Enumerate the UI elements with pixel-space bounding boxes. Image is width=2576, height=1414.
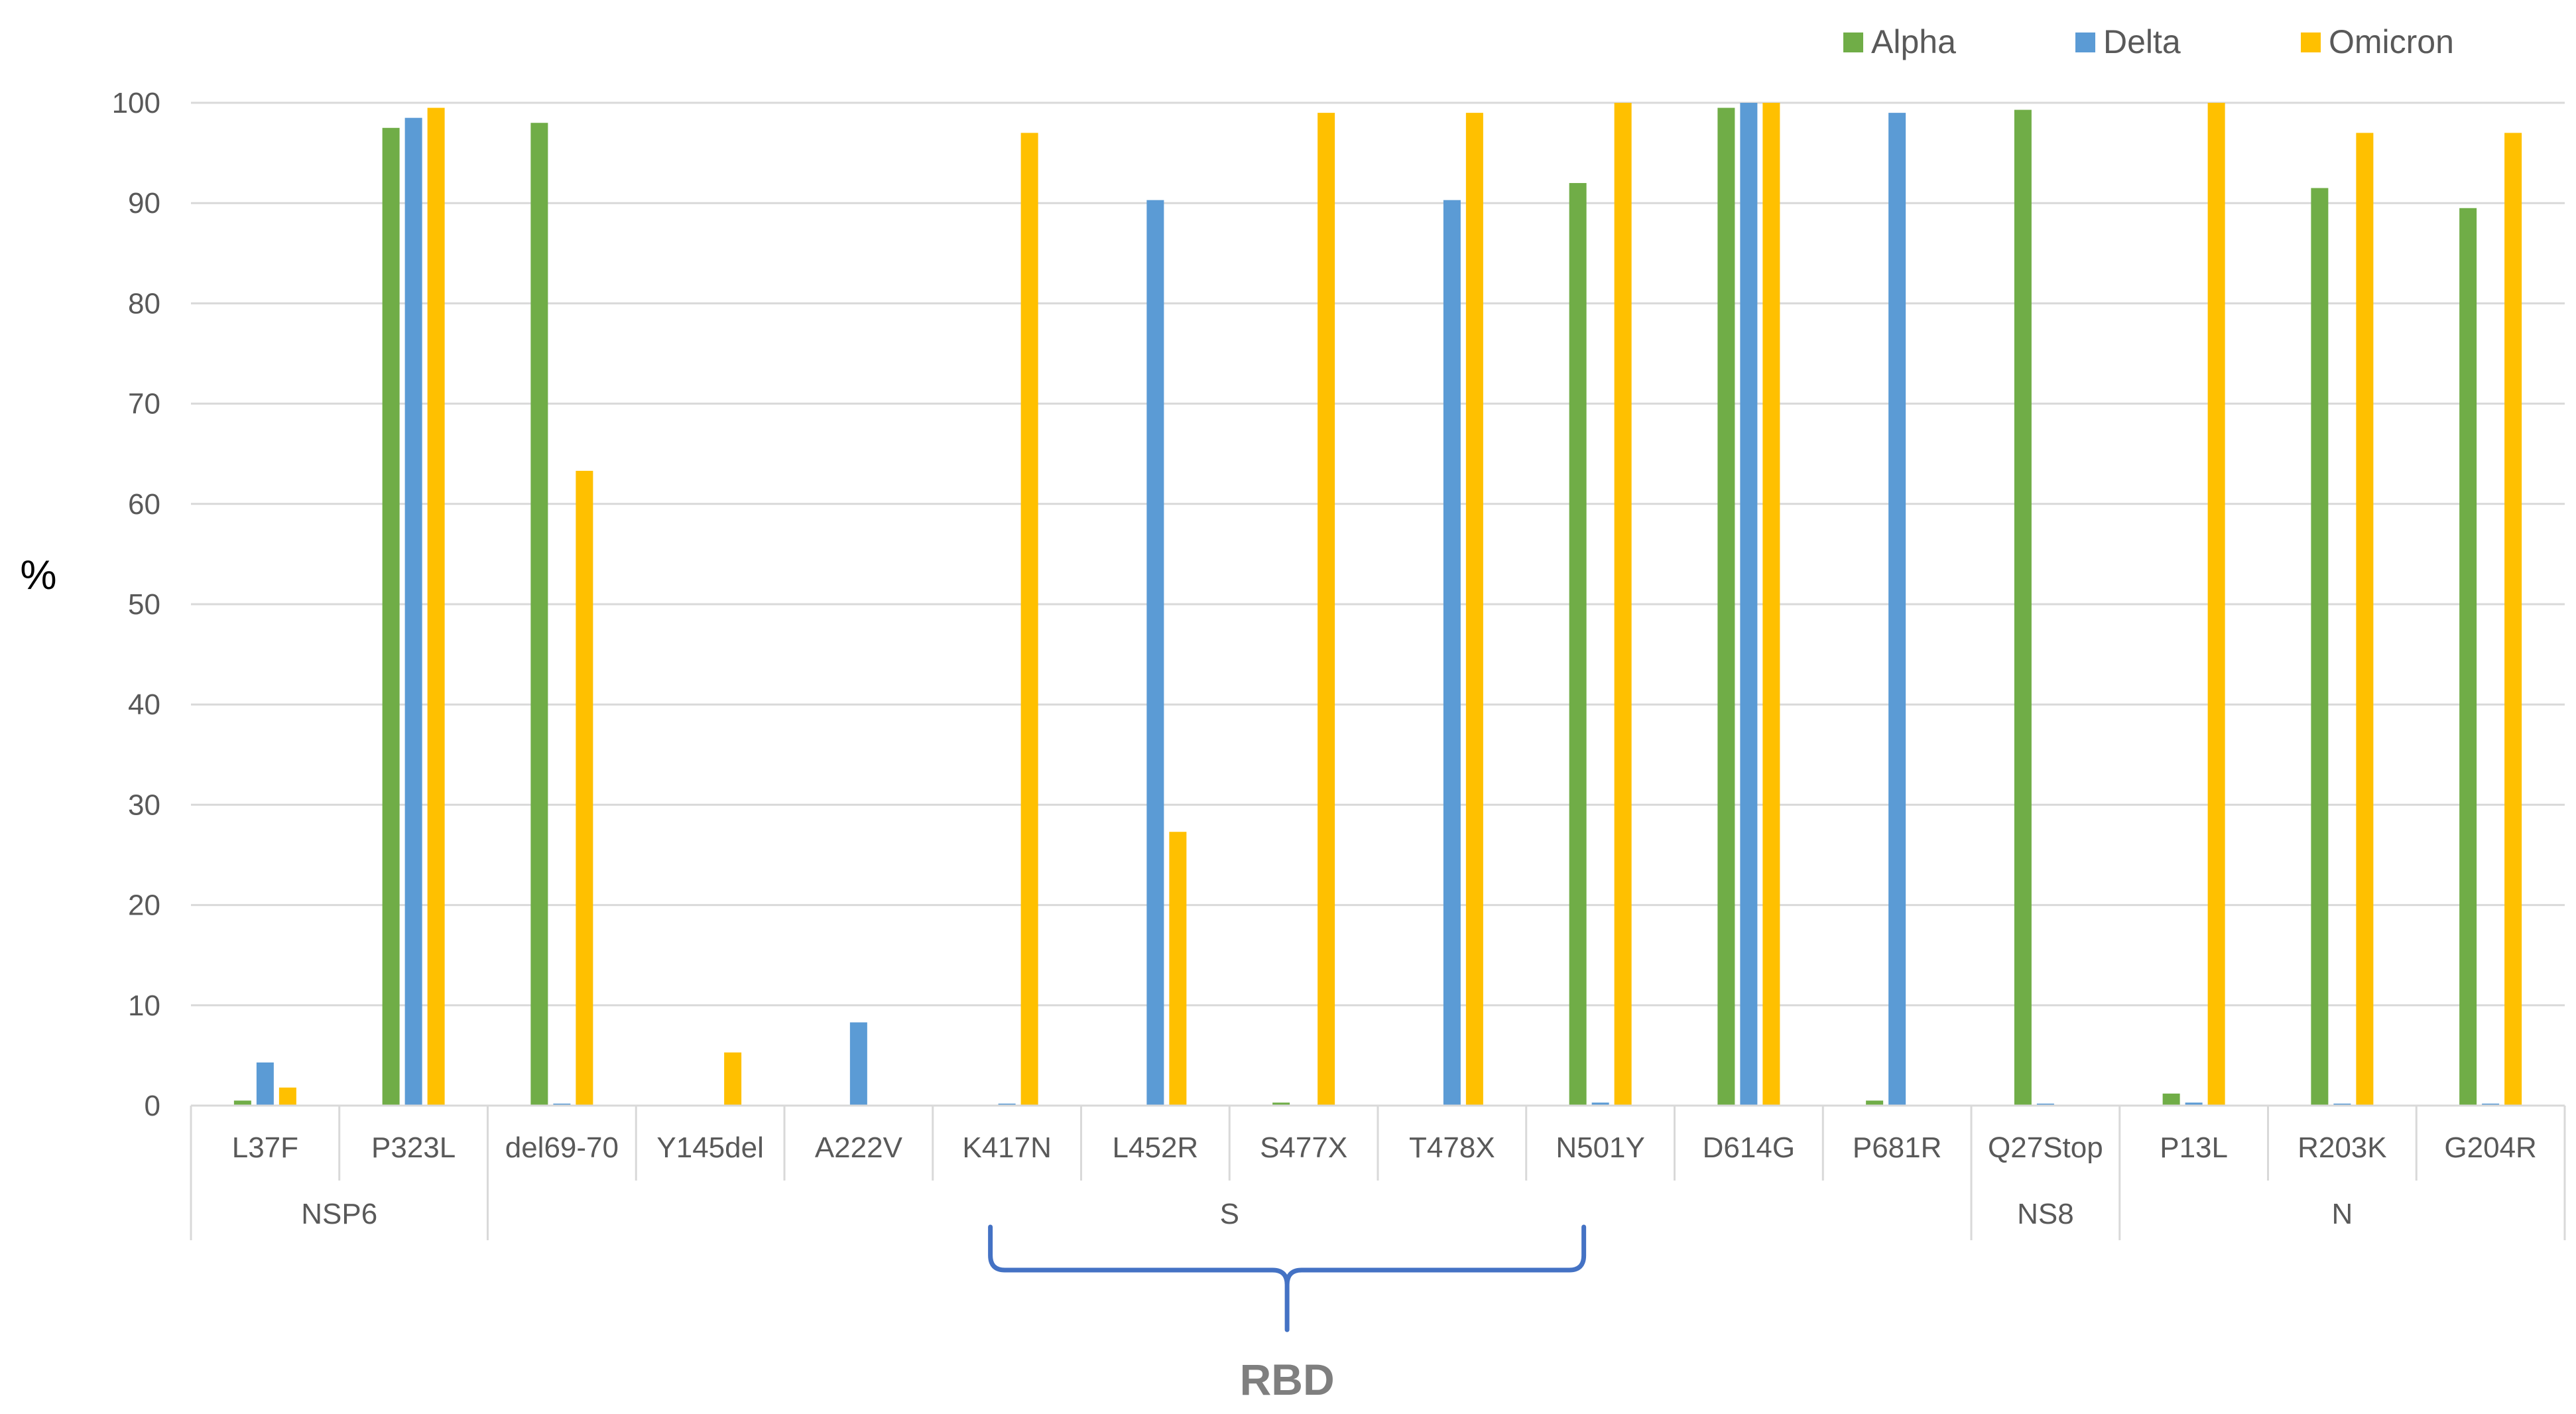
- group-label: S: [1220, 1198, 1239, 1230]
- bar-omicron-p323l: [427, 107, 445, 1106]
- bar-omicron-k417n: [1020, 133, 1038, 1106]
- group-label: NS8: [2017, 1198, 2074, 1230]
- y-axis-ticks: 0 10 20 30 40 50 60 70 80 90 100: [112, 87, 160, 1122]
- bar-delta-n501y: [1591, 1102, 1609, 1106]
- bar-alpha-g204r: [2459, 208, 2477, 1106]
- category-label: L452R: [1113, 1131, 1199, 1164]
- annotations: RBD: [988, 1224, 1587, 1404]
- category-label: A222V: [815, 1131, 903, 1164]
- rbd-bracket: [988, 1224, 1587, 1332]
- bar-delta-g204r: [2482, 1103, 2500, 1106]
- y-tick-label: 80: [128, 287, 160, 320]
- bar-omicron-g204r: [2504, 133, 2522, 1106]
- bar-delta-p13l: [2185, 1102, 2203, 1106]
- bar-omicron-n501y: [1614, 103, 1632, 1106]
- y-axis-label: %: [20, 552, 56, 598]
- bar-alpha-r203k: [2311, 188, 2329, 1106]
- bar-omicron-l452r: [1169, 832, 1187, 1106]
- category-label: K417N: [962, 1131, 1052, 1164]
- bar-alpha-p323l: [382, 127, 400, 1106]
- bar-alpha-s477x: [1272, 1102, 1290, 1106]
- category-label: Y145del: [656, 1131, 763, 1164]
- category-label: del69-70: [505, 1131, 619, 1164]
- y-tick-label: 60: [128, 488, 160, 521]
- y-tick-label: 50: [128, 588, 160, 621]
- bar-alpha-l37f: [233, 1100, 251, 1106]
- bar-omicron-del69-70: [576, 470, 593, 1106]
- bar-omicron-d614g: [1762, 103, 1780, 1106]
- bar-alpha-q27stop: [2014, 109, 2032, 1106]
- bar-delta-k417n: [998, 1103, 1016, 1106]
- bar-delta-q27stop: [2036, 1103, 2054, 1106]
- legend-swatch-delta: [2075, 32, 2095, 52]
- y-tick-label: 40: [128, 688, 160, 721]
- y-tick-label: 30: [128, 789, 160, 821]
- rbd-label: RBD: [1240, 1355, 1335, 1404]
- bar-delta-p323l: [404, 117, 422, 1106]
- bar-delta-l37f: [256, 1062, 274, 1106]
- bar-delta-r203k: [2333, 1103, 2351, 1106]
- legend: Alpha Delta Omicron: [1843, 23, 2454, 60]
- bar-alpha-p13l: [2162, 1093, 2180, 1106]
- category-axis: L37F P323L del69-70 Y145del A222V K417N L452R S…: [190, 1104, 2566, 1240]
- bar-delta-a222v: [849, 1022, 867, 1106]
- bar-alpha-d614g: [1717, 107, 1735, 1106]
- y-tick-label: 90: [128, 187, 160, 220]
- bar-delta-l452r: [1146, 200, 1164, 1106]
- legend-label-omicron: Omicron: [2329, 23, 2454, 60]
- legend-swatch-omicron: [2301, 32, 2321, 52]
- bar-omicron-t478x: [1465, 113, 1483, 1106]
- category-label: Q27Stop: [1988, 1131, 2103, 1164]
- category-label: G204R: [2444, 1131, 2536, 1164]
- category-label: D614G: [1703, 1131, 1795, 1164]
- category-label: P13L: [2160, 1131, 2228, 1164]
- bar-delta-p681r: [1888, 113, 1906, 1106]
- y-tick-label: 0: [145, 1090, 160, 1122]
- bar-omicron-r203k: [2356, 133, 2374, 1106]
- y-tick-label: 20: [128, 889, 160, 922]
- bar-alpha-p681r: [1866, 1100, 1884, 1106]
- category-label: T478X: [1409, 1131, 1495, 1164]
- category-label: N501Y: [1556, 1131, 1645, 1164]
- category-label: R203K: [2298, 1131, 2387, 1164]
- y-tick-label: 100: [112, 87, 160, 119]
- bar-omicron-p13l: [2207, 103, 2225, 1106]
- legend-label-alpha: Alpha: [1871, 23, 1956, 60]
- category-label: P323L: [371, 1131, 456, 1164]
- bar-omicron-s477x: [1318, 113, 1335, 1106]
- bar-omicron-l37f: [278, 1087, 296, 1106]
- bar-delta-t478x: [1443, 200, 1461, 1106]
- legend-label-delta: Delta: [2103, 23, 2181, 60]
- category-label: S477X: [1260, 1131, 1347, 1164]
- bar-delta-del69-70: [553, 1103, 571, 1106]
- legend-swatch-alpha: [1843, 32, 1863, 52]
- category-label: P681R: [1853, 1131, 1942, 1164]
- y-tick-label: 70: [128, 388, 160, 420]
- bar-omicron-y145del: [724, 1052, 742, 1106]
- bar-alpha-del69-70: [530, 123, 548, 1106]
- group-label: N: [2331, 1198, 2353, 1230]
- category-label: L37F: [232, 1131, 298, 1164]
- bar-alpha-n501y: [1569, 182, 1587, 1106]
- group-label: NSP6: [301, 1198, 377, 1230]
- bar-delta-d614g: [1740, 103, 1758, 1106]
- y-tick-label: 10: [128, 990, 160, 1022]
- bars: [233, 103, 2522, 1106]
